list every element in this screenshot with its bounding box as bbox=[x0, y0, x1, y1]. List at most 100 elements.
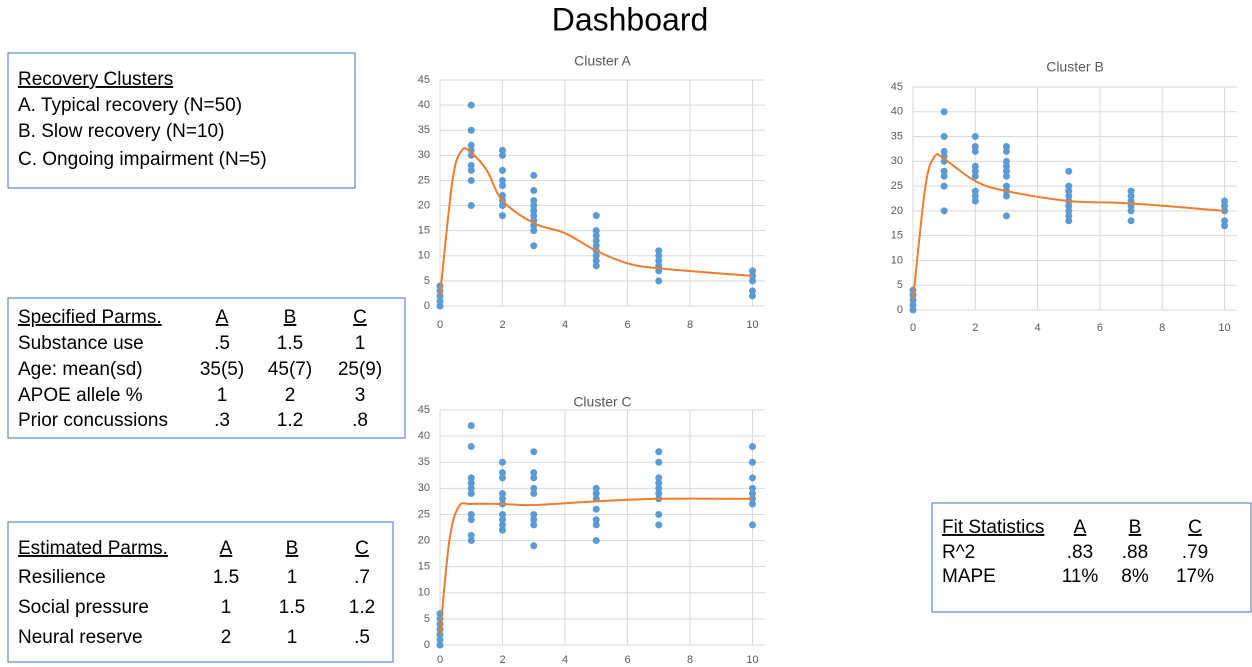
table-header: A bbox=[1074, 517, 1087, 538]
table-cell: .3 bbox=[214, 410, 230, 431]
data-point bbox=[749, 490, 756, 498]
data-point bbox=[1127, 207, 1135, 215]
x-tick-label: 2 bbox=[972, 322, 978, 334]
table-cell: 1.5 bbox=[213, 567, 239, 588]
data-point bbox=[971, 187, 979, 195]
table-cell: 2 bbox=[285, 385, 296, 406]
data-point bbox=[530, 484, 538, 492]
table-cell: MAPE bbox=[942, 566, 996, 587]
y-tick-label: 20 bbox=[418, 199, 430, 211]
data-point bbox=[655, 458, 663, 466]
x-tick-label: 0 bbox=[910, 322, 916, 334]
x-tick-label: 10 bbox=[746, 319, 758, 331]
y-tick-label: 15 bbox=[418, 561, 430, 573]
table-cell: .8 bbox=[352, 410, 368, 431]
x-tick-label: 6 bbox=[624, 319, 630, 331]
y-tick-label: 5 bbox=[424, 275, 430, 287]
data-point bbox=[1065, 192, 1073, 200]
y-tick-label: 15 bbox=[891, 230, 903, 242]
table-header: Specified Parms. bbox=[18, 307, 162, 328]
data-point bbox=[467, 537, 475, 545]
y-tick-label: 10 bbox=[418, 250, 430, 262]
x-tick-label: 2 bbox=[499, 319, 505, 331]
data-point bbox=[592, 521, 600, 529]
data-point bbox=[592, 212, 600, 220]
x-tick-label: 10 bbox=[1218, 322, 1230, 334]
x-tick-label: 2 bbox=[499, 654, 505, 666]
estimated-box bbox=[7, 521, 394, 663]
data-point bbox=[592, 242, 600, 250]
table-header: A bbox=[216, 307, 229, 328]
data-point bbox=[1002, 172, 1010, 180]
table-header: Estimated Parms. bbox=[18, 538, 168, 559]
data-point bbox=[592, 505, 600, 513]
data-point bbox=[940, 147, 948, 155]
data-point bbox=[655, 448, 663, 456]
data-point bbox=[1065, 207, 1073, 215]
data-point bbox=[499, 151, 506, 159]
data-point bbox=[971, 147, 979, 155]
data-point bbox=[749, 500, 756, 508]
data-point bbox=[530, 448, 538, 456]
data-point bbox=[592, 490, 600, 498]
table-cell: Neural reserve bbox=[18, 627, 143, 648]
data-point bbox=[530, 242, 538, 250]
data-point bbox=[592, 237, 600, 245]
data-point bbox=[749, 484, 756, 492]
table-cell: 1 bbox=[355, 333, 366, 354]
data-point bbox=[1002, 157, 1010, 165]
fit-line bbox=[912, 153, 1225, 301]
data-point bbox=[1002, 212, 1010, 220]
x-tick-label: 8 bbox=[687, 319, 693, 331]
data-point bbox=[940, 172, 948, 180]
data-point bbox=[499, 181, 506, 189]
table-cell: Resilience bbox=[18, 567, 106, 588]
data-point bbox=[467, 531, 475, 539]
data-point bbox=[1221, 202, 1229, 210]
table-header: B bbox=[1129, 517, 1142, 538]
data-point bbox=[1221, 197, 1229, 205]
data-point bbox=[499, 495, 506, 503]
table-cell: .79 bbox=[1182, 542, 1208, 563]
table-cell: 35(5) bbox=[200, 359, 244, 380]
data-point bbox=[1221, 217, 1229, 225]
x-tick-label: 8 bbox=[687, 654, 693, 666]
data-point bbox=[530, 542, 538, 550]
cluster-item: B. Slow recovery (N=10) bbox=[18, 121, 224, 142]
data-point bbox=[655, 479, 663, 487]
data-point bbox=[499, 474, 506, 482]
table-cell: APOE allele % bbox=[18, 385, 143, 406]
table-cell: 1.2 bbox=[349, 597, 375, 618]
data-point bbox=[971, 197, 979, 205]
data-point bbox=[592, 484, 600, 492]
table-cell: 8% bbox=[1121, 566, 1149, 587]
data-point bbox=[971, 162, 979, 170]
data-point bbox=[467, 176, 475, 184]
data-point bbox=[530, 474, 538, 482]
data-point bbox=[1221, 222, 1229, 230]
data-point bbox=[749, 443, 756, 451]
data-point bbox=[971, 133, 979, 141]
y-tick-label: 35 bbox=[418, 456, 430, 468]
fit-box bbox=[931, 502, 1252, 613]
data-point bbox=[749, 292, 756, 300]
data-point bbox=[749, 521, 756, 529]
data-point bbox=[940, 167, 948, 175]
data-point bbox=[1065, 182, 1073, 190]
data-point bbox=[467, 510, 475, 518]
data-point bbox=[530, 490, 538, 498]
data-point bbox=[467, 126, 475, 134]
data-point bbox=[499, 458, 506, 466]
data-point bbox=[1065, 187, 1073, 195]
data-point bbox=[530, 212, 538, 220]
table-cell: 1 bbox=[217, 385, 228, 406]
chart-title: Cluster A bbox=[574, 53, 631, 69]
data-point bbox=[971, 192, 979, 200]
data-point bbox=[530, 510, 538, 518]
data-point bbox=[655, 252, 663, 260]
data-point bbox=[467, 474, 475, 482]
data-point bbox=[1002, 192, 1010, 200]
table-cell: Age: mean(sd) bbox=[18, 359, 143, 380]
data-point bbox=[499, 521, 506, 529]
